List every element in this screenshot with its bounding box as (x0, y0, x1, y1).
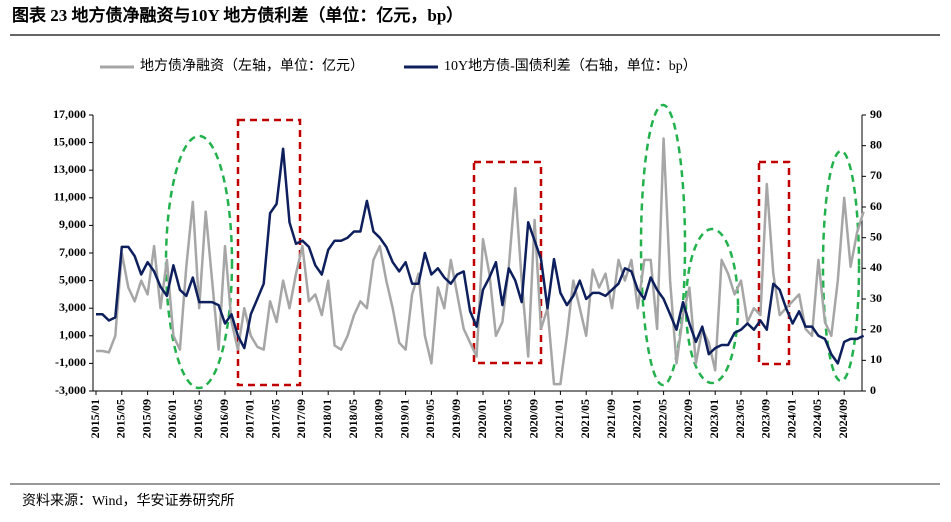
x-tick-label: 2024/05 (810, 399, 824, 438)
legend-label: 地方债净融资（左轴，单位：亿元） (140, 58, 364, 74)
x-tick-label: 2019/09 (449, 399, 463, 438)
series-line (96, 147, 865, 365)
y-tick-label: 3,000 (59, 300, 86, 314)
y2-tick-label: 50 (870, 229, 882, 243)
y-tick-label: -3,000 (55, 383, 86, 397)
y-tick-label: 17,000 (53, 107, 86, 121)
source: 资料来源：Wind，华安证券研究所 (22, 493, 235, 509)
y-tick-label: 15,000 (53, 134, 86, 148)
x-tick-label: 2023/01 (707, 399, 721, 438)
x-tick-label: 2015/01 (88, 399, 102, 438)
x-tick-label: 2024/09 (836, 399, 850, 438)
y2-tick-label: 30 (870, 291, 882, 305)
y2-tick-label: 70 (870, 168, 882, 182)
x-tick-label: 2020/09 (526, 399, 540, 438)
highlight-box (757, 160, 791, 366)
x-tick-label: 2022/01 (630, 399, 644, 438)
x-tick-label: 2019/01 (397, 399, 411, 438)
x-tick-label: 2019/05 (423, 399, 437, 438)
y2-tick-label: 80 (870, 137, 882, 151)
highlight-box (472, 160, 543, 365)
y2-tick-label: 10 (870, 352, 882, 366)
x-tick-label: 2018/09 (372, 399, 386, 438)
y-tick-label: 11,000 (54, 190, 86, 204)
y2-tick-label: 0 (870, 383, 876, 397)
x-tick-label: 2018/01 (320, 399, 334, 438)
y2-tick-label: 40 (870, 260, 882, 274)
x-tick-label: 2017/01 (243, 399, 257, 438)
x-tick-label: 2016/05 (191, 399, 205, 438)
y2-tick-label: 60 (870, 199, 882, 213)
chart-title: 图表 23 地方债净融资与10Y 地方债利差（单位：亿元，bp） (12, 5, 463, 25)
highlight-ellipse (164, 134, 234, 390)
y2-tick-label: 20 (870, 321, 882, 335)
y-tick-label: 13,000 (53, 162, 86, 176)
x-tick-label: 2021/01 (552, 399, 566, 438)
x-tick-label: 2021/05 (578, 399, 592, 438)
x-tick-label: 2015/09 (139, 399, 153, 438)
x-tick-label: 2021/09 (604, 399, 618, 438)
x-tick-label: 2016/01 (165, 399, 179, 438)
y-tick-label: 9,000 (59, 217, 86, 231)
x-tick-label: 2022/05 (655, 399, 669, 438)
x-tick-label: 2015/05 (114, 399, 128, 438)
y-tick-label: 5,000 (59, 272, 86, 286)
series-line (96, 137, 865, 386)
y-tick-label: 7,000 (59, 245, 86, 259)
x-tick-label: 2017/09 (294, 399, 308, 438)
highlight-ellipse (821, 149, 861, 383)
x-tick-label: 2020/05 (501, 399, 515, 438)
x-tick-label: 2024/01 (784, 399, 798, 438)
x-tick-label: 2016/09 (217, 399, 231, 438)
x-tick-label: 2023/05 (733, 399, 747, 438)
x-tick-label: 2023/09 (759, 399, 773, 438)
y-tick-label: -1,000 (55, 355, 86, 369)
annotations (164, 103, 861, 390)
highlight-box (236, 118, 302, 387)
x-tick-label: 2018/05 (346, 399, 360, 438)
x-tick-label: 2017/05 (268, 399, 282, 438)
y2-tick-label: 90 (870, 107, 882, 121)
y-tick-label: 1,000 (59, 328, 86, 342)
x-tick-label: 2022/09 (681, 399, 695, 438)
x-tick-label: 2020/01 (475, 399, 489, 438)
legend-label: 10Y地方债-国债利差（右轴，单位：bp） (444, 58, 697, 74)
highlight-ellipse (639, 103, 687, 387)
